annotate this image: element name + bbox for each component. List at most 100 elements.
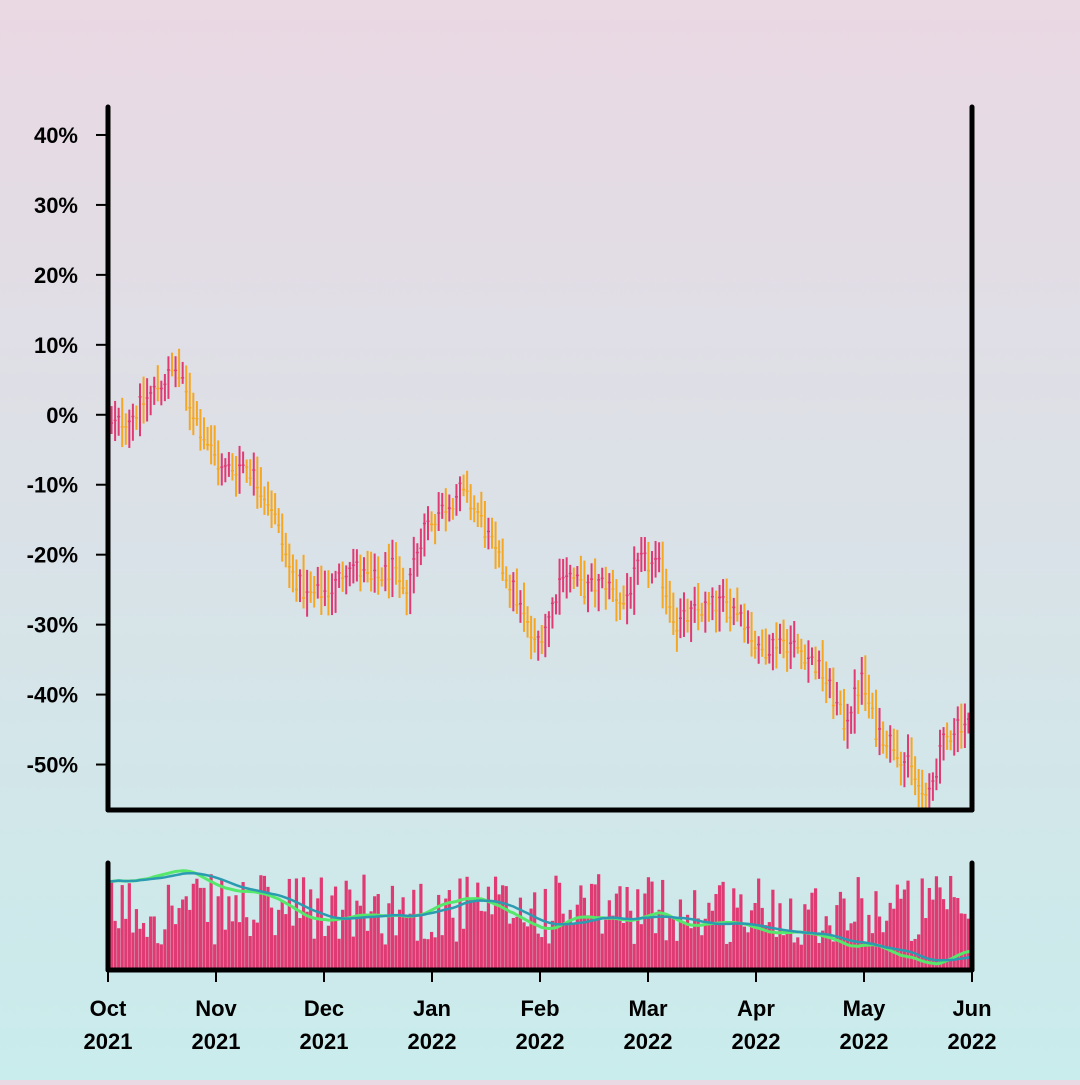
volume-bar-121: [536, 933, 540, 970]
volume-bar-175: [728, 941, 732, 970]
volume-bar-61: [323, 936, 327, 970]
volume-bar-24: [191, 883, 195, 970]
volume-bar-162: [682, 922, 686, 970]
volume-bar-141: [607, 900, 611, 970]
volume-bar-78: [383, 944, 387, 970]
x-tick-year-2: 2021: [300, 1029, 349, 1054]
volume-bar-83: [401, 897, 405, 970]
volume-bar-34: [227, 896, 231, 970]
volume-bar-45: [266, 886, 270, 970]
volume-bar-114: [511, 917, 515, 970]
x-tick-month-6: Apr: [737, 996, 775, 1021]
volume-bar-146: [625, 887, 629, 970]
volume-bar-93: [437, 894, 441, 970]
volume-bar-199: [813, 888, 818, 970]
volume-bar-101: [465, 876, 469, 970]
volume-bar-75: [373, 896, 377, 970]
volume-bar-156: [661, 879, 665, 970]
volume-bar-128: [561, 913, 565, 970]
volume-bar-237: [949, 875, 953, 970]
volume-bar-77: [380, 933, 384, 970]
volume-bar-182: [753, 903, 757, 970]
volume-bar-164: [689, 928, 693, 970]
volume-bar-203: [828, 925, 832, 970]
volume-bar-84: [405, 916, 409, 970]
volume-bar-110: [497, 894, 501, 970]
volume-bar-32: [220, 879, 224, 970]
volume-bar-224: [902, 889, 907, 970]
volume-bar-102: [469, 898, 473, 970]
x-tick-year-7: 2022: [840, 1029, 889, 1054]
volume-bar-208: [845, 930, 850, 970]
x-tick-year-4: 2022: [516, 1029, 565, 1054]
volume-bar-117: [522, 922, 526, 970]
volume-bar-168: [703, 918, 707, 970]
volume-bar-145: [621, 922, 626, 970]
x-tick-month-0: Oct: [90, 996, 127, 1021]
volume-bar-222: [895, 884, 899, 970]
y-tick-label-8: -40%: [27, 683, 78, 708]
volume-bar-139: [600, 933, 604, 970]
volume-bar-17: [166, 884, 171, 970]
volume-bar-95: [444, 898, 448, 970]
volume-bar-1: [109, 882, 114, 970]
volume-bar-171: [714, 894, 718, 970]
volume-bar-197: [806, 909, 811, 970]
volume-bar-160: [675, 940, 679, 970]
volume-bar-185: [764, 925, 768, 970]
volume-bar-21: [181, 899, 185, 970]
volume-bar-47: [273, 935, 277, 970]
volume-bar-85: [408, 913, 412, 970]
volume-bar-3: [117, 928, 121, 970]
volume-bar-38: [241, 882, 245, 970]
volume-bar-218: [881, 932, 885, 970]
volume-bar-46: [269, 907, 274, 970]
volume-bar-59: [316, 898, 320, 970]
volume-bar-207: [842, 898, 846, 970]
volume-bar-113: [508, 923, 512, 970]
volume-bar-68: [348, 889, 352, 970]
volume-bar-180: [746, 932, 750, 970]
x-tick-month-5: Mar: [628, 996, 668, 1021]
volume-bar-216: [874, 891, 878, 970]
volume-bar-112: [504, 886, 508, 970]
volume-bar-241: [963, 913, 967, 970]
moving-average-fast: [107, 869, 973, 966]
volume-bar-48: [277, 909, 281, 970]
volume-bar-55: [301, 877, 306, 970]
volume-bar-142: [611, 915, 615, 970]
volume-bar-135: [586, 915, 590, 970]
volume-bar-41: [252, 919, 256, 970]
volume-bar-234: [938, 887, 942, 970]
volume-bar-25: [195, 878, 199, 970]
volume-bar-201: [821, 930, 825, 970]
x-tick-month-3: Jan: [413, 996, 451, 1021]
volume-bar-11: [145, 936, 149, 970]
volume-bar-229: [920, 878, 924, 970]
volume-bar-238: [952, 897, 956, 970]
price-plot: [106, 348, 974, 810]
volume-bar-98: [454, 941, 459, 970]
volume-bar-230: [924, 918, 928, 970]
volume-bar-35: [230, 921, 235, 970]
volume-bar-233: [934, 876, 939, 970]
volume-bar-204: [831, 941, 835, 970]
volume-bar-36: [234, 895, 238, 970]
volume-bar-105: [479, 910, 483, 970]
volume-bar-4: [120, 885, 124, 970]
volume-bar-58: [312, 938, 316, 970]
volume-bar-231: [927, 887, 931, 970]
volume-bar-187: [771, 889, 775, 970]
volume-bar-71: [358, 905, 363, 970]
volume-bar-226: [909, 940, 914, 970]
volume-bar-232: [931, 899, 935, 970]
volume-bar-86: [412, 889, 416, 970]
volume-bar-12: [149, 916, 153, 970]
volume-bar-144: [618, 886, 622, 970]
volume-bar-118: [525, 926, 530, 970]
volume-bar-91: [429, 931, 434, 970]
volume-bar-29: [209, 874, 213, 970]
volume-bar-120: [533, 892, 537, 970]
volume-bar-235: [941, 899, 946, 970]
